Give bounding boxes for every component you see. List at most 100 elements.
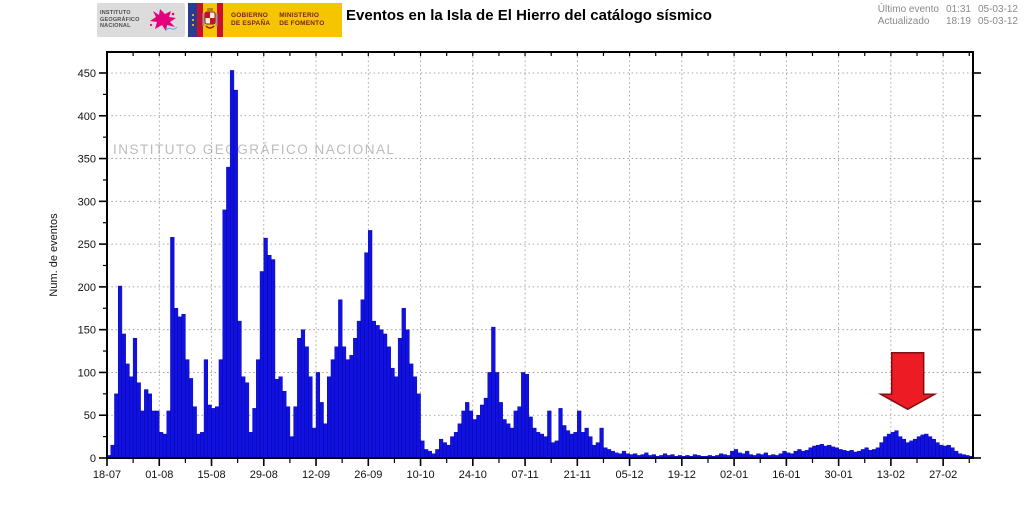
bar	[244, 382, 250, 459]
bar	[946, 444, 951, 459]
bar	[558, 408, 563, 459]
bar	[550, 442, 556, 459]
bar	[491, 326, 496, 459]
bar	[371, 320, 376, 459]
bar	[248, 432, 253, 459]
x-tick-label: 18-07	[93, 469, 121, 481]
ign-splash-icon	[149, 9, 178, 31]
bar	[939, 444, 944, 459]
bar	[476, 414, 481, 459]
ign-logo: INSTITUTO GEOGRÁFICO NACIONAL	[97, 3, 185, 37]
bar	[379, 329, 384, 459]
bar	[819, 444, 824, 459]
bar	[782, 450, 787, 459]
bar	[868, 450, 873, 459]
bar	[151, 410, 156, 459]
bar	[416, 393, 421, 459]
bar	[289, 436, 294, 459]
x-tick-label: 29-08	[250, 469, 278, 481]
bar	[394, 376, 399, 459]
bar	[312, 427, 317, 459]
bar	[595, 442, 600, 459]
x-tick-label: 07-11	[511, 469, 538, 481]
x-tick-label: 21-11	[564, 469, 591, 481]
bar	[121, 333, 126, 459]
plot-frame	[106, 51, 974, 459]
bar	[207, 404, 212, 459]
bar	[173, 308, 179, 459]
bar	[241, 376, 246, 459]
bar	[457, 423, 462, 459]
y-tick-label: 400	[78, 111, 96, 123]
bar	[498, 402, 503, 459]
bar	[812, 445, 817, 459]
bar	[110, 444, 115, 459]
bar	[621, 450, 627, 459]
bar	[450, 436, 455, 459]
y-axis-title: Num. de eventos	[48, 213, 60, 297]
bar	[285, 406, 291, 459]
y-tick-label: 0	[90, 453, 96, 465]
bar	[506, 423, 511, 459]
bar	[338, 299, 343, 459]
bar	[420, 440, 425, 459]
y-tick-label: 450	[78, 68, 96, 80]
bar	[845, 450, 851, 459]
axis-ticks	[99, 52, 981, 466]
bar	[909, 440, 914, 459]
x-tick-label: 10-10	[406, 469, 434, 481]
spain-coat-of-arms-icon	[202, 8, 218, 29]
bar	[898, 436, 903, 459]
bar	[797, 449, 802, 459]
bar	[132, 337, 138, 459]
bar	[823, 445, 828, 459]
update-meta: Último evento 01:31 05-03-12 Actualizado…	[878, 4, 1018, 27]
bar	[480, 404, 485, 459]
bar	[166, 410, 171, 459]
bar	[170, 237, 175, 459]
bar	[200, 432, 205, 459]
bar	[509, 427, 515, 459]
bar	[513, 410, 518, 459]
bar	[808, 447, 813, 459]
bar	[502, 419, 507, 459]
gov-logo-spain: GOBIERNO DE ESPAÑA MINISTERIO DE FOMENTO	[188, 3, 342, 37]
watermark: INSTITUTO GEOGRÁFICO NACIONAL	[113, 142, 396, 157]
bar	[315, 372, 320, 459]
bar	[924, 433, 929, 459]
bar	[125, 363, 130, 459]
bar	[256, 359, 261, 459]
page-title: Eventos en la Isla de El Hierro del catá…	[346, 7, 712, 24]
bar	[162, 433, 167, 459]
bar	[409, 363, 414, 459]
bar	[539, 433, 544, 459]
bar	[356, 320, 362, 459]
bar	[565, 430, 571, 459]
bar	[252, 408, 257, 459]
bar	[860, 449, 865, 459]
bar	[330, 359, 335, 459]
bar	[271, 259, 276, 459]
ign-logo-line: GEOGRÁFICO	[100, 16, 140, 23]
bar	[349, 355, 354, 459]
bar	[188, 378, 194, 459]
bar	[569, 433, 574, 459]
event-bars	[106, 70, 974, 459]
x-tick-label: 13-02	[877, 469, 905, 481]
bar	[606, 449, 612, 459]
bar	[547, 410, 552, 459]
bar	[875, 447, 880, 459]
ign-logo-text: INSTITUTO GEOGRÁFICO NACIONAL	[100, 10, 140, 30]
bar	[136, 382, 141, 459]
red-arrow-annotation	[877, 352, 938, 411]
updated-time: 18:19	[945, 16, 971, 27]
bar	[468, 410, 474, 459]
bar	[159, 432, 164, 459]
bar	[543, 436, 548, 459]
y-tick-label: 350	[78, 154, 96, 166]
bar	[386, 346, 391, 459]
bar	[954, 450, 959, 459]
bar	[465, 402, 470, 459]
bar	[192, 406, 197, 459]
bar	[942, 445, 948, 459]
